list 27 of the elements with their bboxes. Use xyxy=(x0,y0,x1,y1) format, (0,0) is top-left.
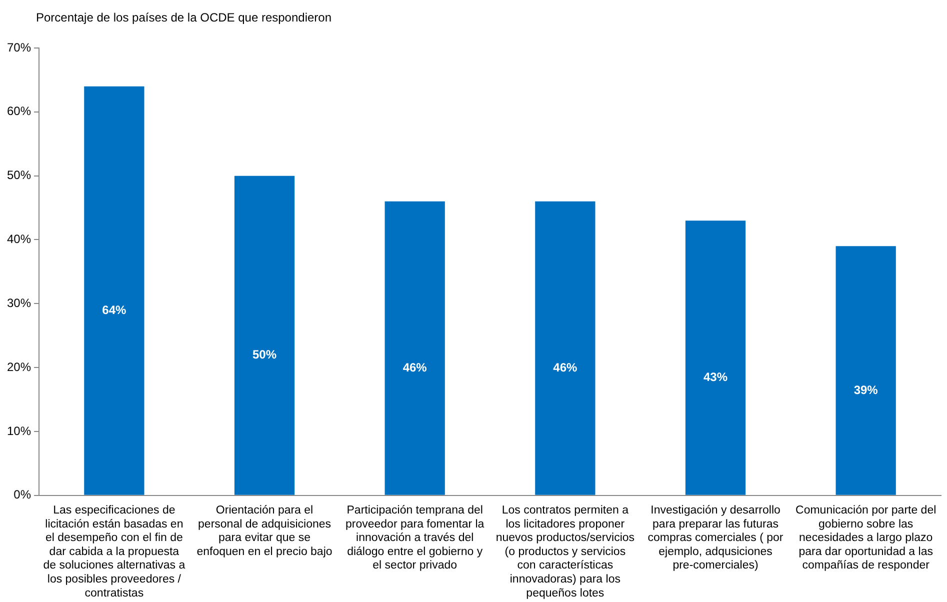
y-axis-title: Porcentaje de los países de la OCDE que respondieron xyxy=(36,10,332,24)
data-label: 50% xyxy=(252,348,277,362)
bar xyxy=(84,86,144,495)
y-tick-label: 30% xyxy=(6,296,32,310)
y-tick-label: 20% xyxy=(6,360,32,374)
y-tick-label: 70% xyxy=(6,40,32,54)
bar xyxy=(535,201,596,495)
y-tick-label: 40% xyxy=(6,232,32,246)
x-tick-label: Participación temprana del proveedor para fomentar la innovación a través del diálogo entre el gobierno y el sector privado xyxy=(345,504,485,572)
bar xyxy=(234,176,295,495)
data-label: 46% xyxy=(553,360,578,374)
x-tick-label: Comunicación por parte del gobierno sobre las necesidades a largo plazo para dar oportunidad a las compañías de responder xyxy=(796,504,936,572)
data-label: 39% xyxy=(854,382,878,397)
bar xyxy=(836,246,896,495)
y-tick-label: 60% xyxy=(6,104,32,118)
x-tick-label: Los contratos permiten a los licitadores proponer nuevos productos/servicios (o productos y servicios con características innovadoras) para los pequeños lotes xyxy=(496,504,635,600)
bar xyxy=(384,201,445,495)
x-tick-label: Las especificaciones de licitación están basadas en el desempeño con el fin de dar cabida a la propuesta de soluciones alternativas a los posibles proveedores / contratistas xyxy=(43,504,186,600)
y-tick-label: 50% xyxy=(6,168,32,182)
data-label: 46% xyxy=(402,360,428,374)
data-label: 43% xyxy=(703,370,728,384)
x-tick-label: Orientación para el personal de adquisiciones para evitar que se enfoquen en el precio bajo xyxy=(196,504,332,558)
bar xyxy=(685,220,746,495)
data-label: 64% xyxy=(102,302,127,317)
y-tick-label: 0% xyxy=(14,488,32,502)
y-tick-label: 10% xyxy=(6,424,32,438)
x-tick-label: Investigación y desarrollo para preparar las futuras compras comerciales ( por ejemplo, adqusiciones pre-comerciales) xyxy=(648,504,784,572)
